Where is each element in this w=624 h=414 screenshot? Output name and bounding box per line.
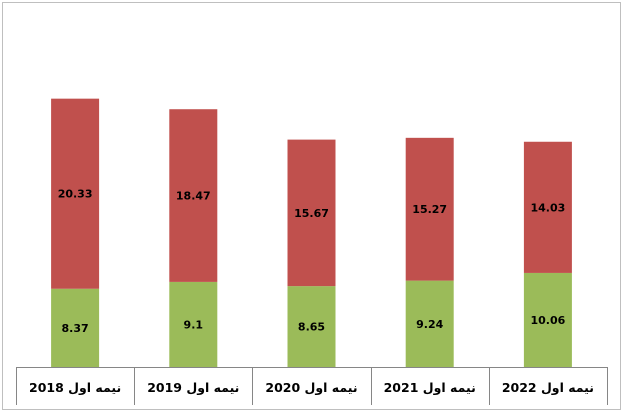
- bar-segment-upper-2: [169, 109, 218, 282]
- bar-segment-lower-2: [169, 281, 218, 367]
- category-label-2: نیمه اول 2019: [147, 380, 239, 395]
- data-label-upper-4: 15.27: [412, 203, 447, 216]
- category-axis: [16, 367, 608, 405]
- bar-segment-lower-4: [405, 280, 454, 367]
- data-label-lower-5: 10.06: [531, 314, 566, 327]
- bar-segment-lower-1: [51, 288, 100, 367]
- data-label-upper-1: 20.33: [58, 188, 93, 201]
- bar-segment-upper-3: [287, 139, 336, 287]
- category-label-4: نیمه اول 2021: [384, 380, 476, 395]
- data-label-upper-2: 18.47: [176, 190, 211, 203]
- bar-segment-upper-4: [405, 137, 454, 281]
- data-label-lower-2: 9.1: [184, 318, 204, 331]
- bar-segment-upper-1: [51, 98, 100, 289]
- data-label-upper-5: 14.03: [531, 201, 566, 214]
- category-label-5: نیمه اول 2022: [502, 380, 594, 395]
- category-label-3: نیمه اول 2020: [265, 380, 357, 395]
- category-labels: نیمه اول 2018 نیمه اول 2019 نیمه اول 2020 ن…: [29, 380, 594, 395]
- category-label-1: نیمه اول 2018: [29, 380, 121, 395]
- data-label-lower-1: 8.37: [62, 322, 89, 335]
- value-labels-layer: 8.37 20.33 9.1 18.47 8.65 15.67 9.24 15.27 10.06…: [58, 188, 566, 335]
- bar-segment-lower-5: [523, 272, 572, 367]
- data-label-lower-3: 8.65: [298, 321, 325, 334]
- bar-segment-upper-5: [523, 141, 572, 273]
- data-label-upper-3: 15.67: [294, 207, 329, 220]
- bars-layer: [51, 98, 572, 367]
- data-label-lower-4: 9.24: [416, 318, 443, 331]
- bar-segment-lower-3: [287, 286, 336, 367]
